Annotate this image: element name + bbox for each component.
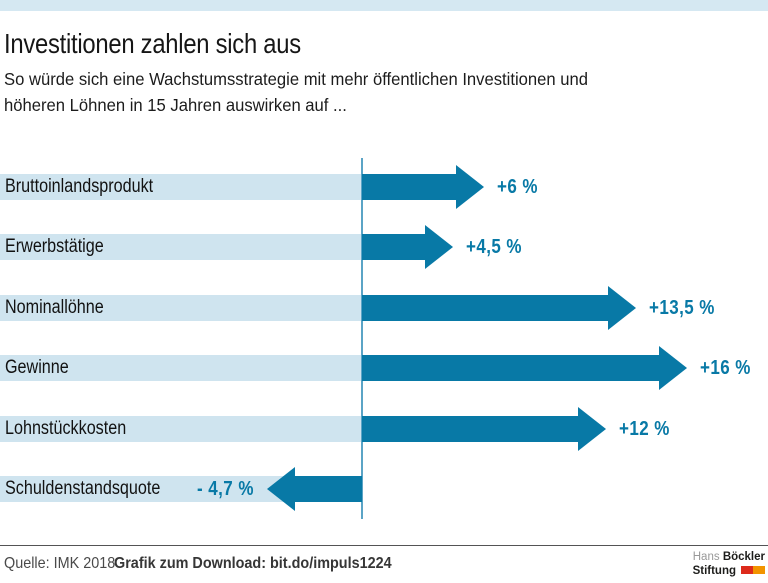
value-label-text: +16 % xyxy=(699,357,751,379)
arrow-head-icon xyxy=(608,286,637,330)
arrow-body xyxy=(362,295,609,321)
source-note: Quelle: IMK 2018 xyxy=(4,553,128,575)
value-label-text: - 4,7 % xyxy=(196,478,254,500)
category-label-text: Erwerbstätige xyxy=(5,236,104,257)
category-label-text: Bruttoinlandsprodukt xyxy=(5,176,154,197)
top-accent-bar xyxy=(0,0,768,11)
value-label-text: +6 % xyxy=(496,176,538,198)
chart-row-nominalloehne: Nominallöhne +13,5 % xyxy=(0,286,768,330)
value-label-text: +12 % xyxy=(618,418,670,440)
chart-row-erwerbstaetige: Erwerbstätige +4,5 % xyxy=(0,225,768,269)
value-label: +4,5 % xyxy=(466,234,532,260)
arrow-head-icon xyxy=(425,225,454,269)
category-band xyxy=(0,295,362,321)
category-label: Bruttoinlandsprodukt xyxy=(5,174,179,200)
value-label-text: +4,5 % xyxy=(466,236,523,258)
category-band xyxy=(0,416,362,442)
logo-line-2: Stiftung xyxy=(693,565,765,579)
category-label-text: Lohnstückkosten xyxy=(5,418,127,439)
category-label: Gewinne xyxy=(5,355,80,381)
download-link-label: Grafik zum Download: bit.do/impuls1224 xyxy=(114,555,392,572)
logo-red-square-icon xyxy=(741,565,753,574)
chart-row-bruttoinlandsprodukt: Bruttoinlandsprodukt +6 % xyxy=(0,165,768,209)
category-label-text: Nominallöhne xyxy=(5,297,104,318)
arrow-head-icon xyxy=(266,467,295,511)
arrow-body xyxy=(362,174,456,200)
logo-line-1: Hans Böckler xyxy=(693,551,765,565)
hans-boeckler-stiftung-logo: Hans Böckler Stiftung xyxy=(693,551,765,578)
logo-stiftung-text: Stiftung xyxy=(692,564,736,577)
arrow-body xyxy=(362,234,426,260)
baseline-axis xyxy=(361,158,363,519)
category-label: Erwerbstätige xyxy=(5,234,121,260)
page-title: Investitionen zahlen sich aus xyxy=(4,28,353,60)
value-label: - 4,7 % xyxy=(187,476,254,502)
chart-row-gewinne: Gewinne +16 % xyxy=(0,346,768,390)
category-label-text: Gewinne xyxy=(5,357,69,378)
page-title-text: Investitionen zahlen sich aus xyxy=(4,28,301,59)
category-label: Nominallöhne xyxy=(5,295,121,321)
value-label-text: +13,5 % xyxy=(649,297,715,319)
arrow-head-icon xyxy=(658,346,687,390)
category-label: Lohnstückkosten xyxy=(5,416,148,442)
category-label: Schuldenstandsquote xyxy=(5,476,188,502)
value-label: +6 % xyxy=(497,174,545,200)
arrow-body xyxy=(294,476,362,502)
category-band xyxy=(0,174,362,200)
subtitle-line-2: höheren Löhnen in 15 Jahren auswirken au… xyxy=(4,95,347,115)
category-label-text: Schuldenstandsquote xyxy=(5,478,161,499)
download-link-text: Grafik zum Download: bit.do/impuls1224 xyxy=(114,553,422,575)
logo-boeckler-text: Böckler xyxy=(722,551,765,563)
category-band xyxy=(0,234,362,260)
chart-row-schuldenstandsquote: Schuldenstandsquote - 4,7 % xyxy=(0,467,768,511)
value-label: +16 % xyxy=(700,355,760,381)
logo-hans-text: Hans xyxy=(692,551,720,563)
arrow-head-icon xyxy=(455,165,484,209)
footer-divider xyxy=(0,545,768,546)
chart-subtitle: So würde sich eine Wachstumsstrategie mi… xyxy=(4,66,619,118)
subtitle-line-1: So würde sich eine Wachstumsstrategie mi… xyxy=(4,69,589,89)
arrow-body xyxy=(362,416,578,442)
chart-row-lohnstueckkosten: Lohnstückkosten +12 % xyxy=(0,407,768,451)
arrow-head-icon xyxy=(577,407,606,451)
logo-orange-square-icon xyxy=(753,565,765,574)
source-note-text: Quelle: IMK 2018 xyxy=(4,555,116,572)
value-label: +13,5 % xyxy=(649,295,726,321)
arrow-body xyxy=(362,355,659,381)
category-band xyxy=(0,355,362,381)
value-label: +12 % xyxy=(619,416,679,442)
